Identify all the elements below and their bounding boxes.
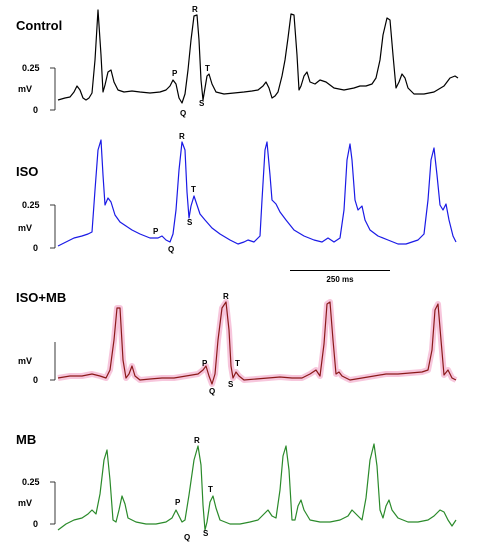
panel-title: MB	[16, 432, 37, 447]
y-axis-label: mV	[18, 498, 32, 508]
ecg-waveform	[57, 139, 457, 247]
panel-control: Control 0.25 0 mV P Q R S T	[0, 0, 477, 130]
wave-label-p: P	[172, 69, 178, 78]
ecg-waveform-glow	[57, 299, 458, 387]
wave-label-p: P	[202, 359, 208, 368]
y-axis-label: mV	[18, 356, 32, 366]
panel-iso: ISO 0.25 0 mV P Q R S T	[0, 130, 477, 260]
wave-label-t: T	[191, 185, 196, 194]
ecg-trace-mb: 0.25 0 mV P Q R S T	[18, 436, 457, 542]
wave-label-q: Q	[180, 109, 186, 118]
wave-label-q: Q	[209, 387, 215, 396]
y-tick-label-0: 0	[33, 243, 38, 253]
ecg-waveform	[57, 443, 457, 531]
ecg-trace-iso-mb: 0 mV P Q R S T	[18, 292, 458, 396]
panel-iso-mb: ISO+MB 0 mV P Q R S T	[0, 280, 477, 410]
wave-label-r: R	[223, 292, 229, 301]
y-tick-label-0: 0	[33, 375, 38, 385]
wave-label-t: T	[235, 359, 240, 368]
y-axis-label: mV	[18, 223, 32, 233]
wave-label-p: P	[175, 498, 181, 507]
ecg-trace-control: 0.25 0 mV P Q R S T	[18, 5, 459, 118]
wave-label-q: Q	[168, 245, 174, 254]
panel-mb: MB 0.25 0 mV P Q R S T	[0, 410, 477, 550]
wave-label-t: T	[205, 64, 210, 73]
wave-label-q: Q	[184, 533, 190, 542]
scale-bar-label: 250 ms	[326, 275, 354, 284]
wave-label-p: P	[153, 227, 159, 236]
panel-title: Control	[16, 18, 63, 33]
panel-title: ISO	[16, 164, 39, 179]
ecg-waveform	[57, 301, 457, 385]
wave-label-r: R	[179, 132, 185, 141]
panel-title: ISO+MB	[16, 290, 67, 305]
y-tick-label-025: 0.25	[22, 200, 40, 210]
y-tick-label-0: 0	[33, 105, 38, 115]
wave-label-s: S	[228, 380, 234, 389]
ecg-trace-iso: 0.25 0 mV P Q R S T	[18, 132, 457, 254]
scale-bar-line	[290, 270, 390, 271]
y-tick-label-0: 0	[33, 519, 38, 529]
ecg-waveform	[57, 9, 459, 104]
y-tick-label-025: 0.25	[22, 63, 40, 73]
wave-label-s: S	[199, 99, 205, 108]
wave-label-r: R	[192, 5, 198, 14]
y-axis-label: mV	[18, 84, 32, 94]
wave-label-s: S	[187, 218, 193, 227]
wave-label-t: T	[208, 485, 213, 494]
scale-bar: 250 ms	[290, 266, 390, 286]
y-tick-label-025: 0.25	[22, 477, 40, 487]
wave-label-r: R	[194, 436, 200, 445]
wave-label-s: S	[203, 529, 209, 538]
